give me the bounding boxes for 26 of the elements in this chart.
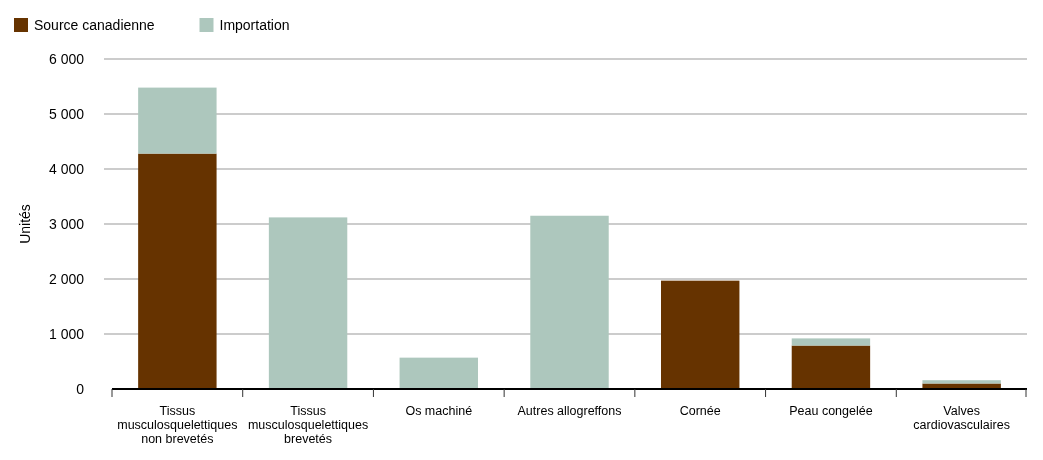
x-tick-label: Tissus musculosquelettiques non brevetés xyxy=(117,404,238,446)
y-axis-title: Unités xyxy=(17,204,33,244)
legend-label: Importation xyxy=(219,17,290,33)
bar xyxy=(922,380,1001,384)
bar xyxy=(791,345,871,389)
x-tick-label: Peau congelée xyxy=(789,404,873,418)
x-tick-label: Valves cardiovasculaires xyxy=(913,404,1010,432)
x-tick-label: Cornée xyxy=(679,404,721,418)
bar xyxy=(268,217,348,389)
y-tick-label: 0 xyxy=(76,380,85,397)
bar xyxy=(791,338,871,346)
y-tick-label: 3 000 xyxy=(48,215,85,232)
x-tick-label: Autres allogreffons xyxy=(517,404,622,418)
y-tick-label: 5 000 xyxy=(48,105,85,122)
x-tick-label: Tissus musculosquelettiques brevetés xyxy=(247,404,369,446)
bar xyxy=(138,87,217,154)
legend-label: Source canadienne xyxy=(34,17,155,33)
y-tick-label: 2 000 xyxy=(48,270,85,287)
x-tick-label: Os machiné xyxy=(405,404,473,418)
bar xyxy=(661,280,740,389)
bar xyxy=(399,357,478,389)
y-tick-label: 1 000 xyxy=(48,325,85,342)
bar xyxy=(530,215,609,389)
y-tick-label: 4 000 xyxy=(48,160,85,177)
bar xyxy=(138,153,217,389)
y-tick-label: 6 000 xyxy=(48,50,85,67)
